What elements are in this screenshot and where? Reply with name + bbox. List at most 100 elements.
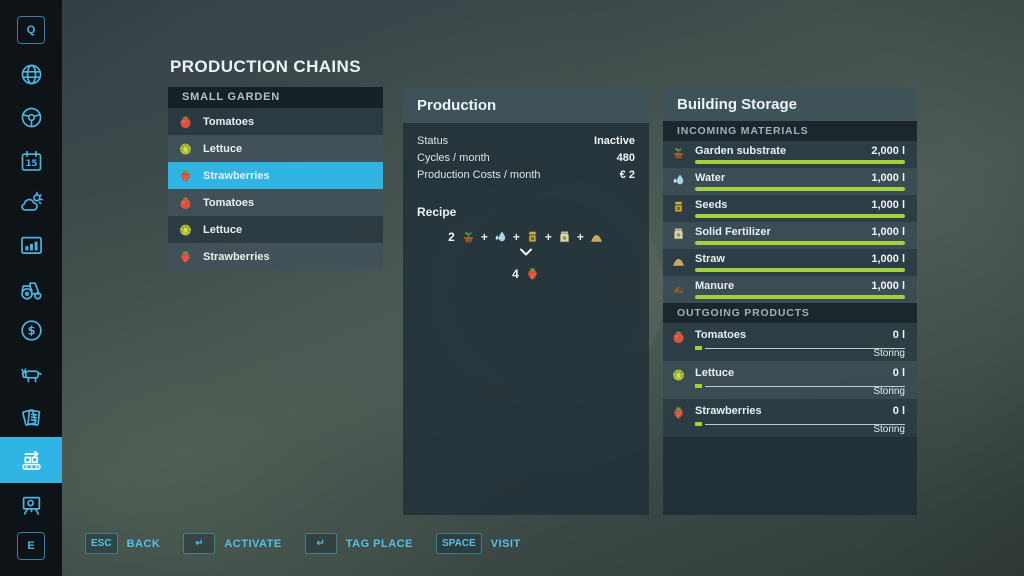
material-label: Manure [695, 280, 735, 292]
fill-level-bar [695, 214, 905, 218]
chain-item-tomatoes[interactable]: Tomatoes [168, 108, 383, 135]
chain-item-lettuce[interactable]: Lettuce [168, 135, 383, 162]
sidebar-item-contracts-icon[interactable] [0, 396, 62, 438]
page-title: PRODUCTION CHAINS [170, 57, 361, 76]
outgoing-products-header: OUTGOING PRODUCTS [663, 303, 917, 323]
stat-value: € 2 [619, 168, 635, 181]
product-status: Storing [873, 386, 905, 397]
outgoing-product-row: Lettuce 0 l Storing [663, 361, 917, 399]
sidebar-item-vehicles-icon[interactable] [0, 268, 62, 310]
sidebar-item-map-icon[interactable] [0, 53, 62, 95]
incoming-material-row: Water 1,000 l [663, 168, 917, 195]
stat-label: Production Costs / month [417, 168, 541, 181]
material-amount: 1,000 l [871, 280, 905, 292]
production-panel-body: Status Inactive Cycles / month 480 Productio… [403, 123, 649, 515]
tomato-icon [180, 115, 191, 129]
plus-sign: + [512, 229, 520, 244]
incoming-material-row: Straw 1,000 l [663, 249, 917, 276]
hint-tag-place[interactable]: ↵ TAG PLACE [304, 533, 413, 554]
chain-item-label: Tomatoes [203, 115, 255, 128]
chains-group-header: SMALL GARDEN [168, 87, 383, 108]
footer-hints: ESC BACK ↵ ACTIVATE ↵ TAG PLACE SPACE VISIT [85, 533, 521, 554]
sidebar-item-animals-icon[interactable] [0, 352, 62, 394]
stat-label: Cycles / month [417, 151, 490, 164]
material-label: Solid Fertilizer [695, 226, 771, 238]
tomato-icon [180, 196, 191, 210]
plus-sign: + [576, 229, 584, 244]
chain-item-lettuce[interactable]: Lettuce [168, 216, 383, 243]
incoming-material-row: Solid Fertilizer 1,000 l [663, 222, 917, 249]
incoming-material-row: Seeds 1,000 l [663, 195, 917, 222]
keycap-esc: ESC [85, 533, 118, 554]
fill-level-bar [695, 346, 702, 350]
product-status: Storing [873, 348, 905, 359]
production-panel: Production Status Inactive Cycles / month 4… [403, 88, 649, 515]
straw-icon [591, 235, 602, 242]
lettuce-icon [673, 369, 684, 381]
lettuce-icon [180, 143, 191, 155]
keycap-e: E [17, 532, 45, 560]
straw-icon [673, 259, 684, 266]
sidebar-item-finances-icon[interactable]: $ [0, 309, 62, 351]
outgoing-product-row: Strawberries 0 l Storing [663, 399, 917, 437]
chain-item-tomatoes[interactable]: Tomatoes [168, 189, 383, 216]
strawberry-icon [181, 169, 190, 182]
seeds-icon [528, 231, 537, 243]
stat-row: Production Costs / month € 2 [417, 166, 635, 183]
seeds-icon [674, 201, 683, 213]
sidebar-item-garage-icon[interactable] [0, 96, 62, 138]
sidebar: Q 15 $ E [0, 0, 62, 576]
fill-level-bar [695, 295, 905, 299]
product-label: Tomatoes [695, 329, 747, 341]
strawberry-icon [181, 250, 190, 263]
hint-label: TAG PLACE [345, 537, 413, 550]
storage-empty-space [663, 437, 917, 515]
material-amount: 2,000 l [871, 145, 905, 157]
strawberries-icon [528, 267, 537, 280]
hint-label: BACK [126, 537, 161, 550]
material-amount: 1,000 l [871, 199, 905, 211]
fill-level-bar [695, 422, 702, 426]
incoming-material-row: Manure 1,000 l [663, 276, 917, 303]
fill-level-bar [695, 268, 905, 272]
keycap-q: Q [17, 16, 45, 44]
hint-back[interactable]: ESC BACK [85, 533, 160, 554]
hint-activate[interactable]: ↵ ACTIVATE [183, 533, 281, 554]
sidebar-item-keycap-e[interactable]: E [0, 525, 62, 567]
keycap-space: SPACE [435, 533, 482, 554]
svg-text:$: $ [27, 324, 35, 337]
chain-item-label: Strawberries [203, 250, 270, 263]
chain-item-strawberries[interactable]: Strawberries [168, 162, 383, 189]
hint-visit[interactable]: SPACE VISIT [435, 533, 521, 554]
production-stats: Status Inactive Cycles / month 480 Productio… [403, 123, 649, 183]
manure-icon [673, 286, 684, 293]
material-label: Seeds [695, 199, 728, 211]
product-label: Lettuce [695, 367, 735, 379]
fill-level-track [705, 347, 905, 349]
fill-level-bar [695, 384, 702, 388]
stat-value: Inactive [594, 134, 635, 147]
stat-row: Status Inactive [417, 132, 635, 149]
sidebar-item-placeables-icon[interactable] [0, 484, 62, 526]
fill-level-bar [695, 160, 905, 164]
product-amount: 0 l [892, 367, 905, 379]
recipe-output: 4 [403, 266, 649, 281]
material-amount: 1,000 l [871, 253, 905, 265]
building-storage-panel: Building Storage INCOMING MATERIALS Gard… [663, 88, 917, 515]
sidebar-item-keycap-q[interactable]: Q [0, 9, 62, 51]
fill-level-track [705, 423, 905, 425]
outgoing-product-row: Tomatoes 0 l Storing [663, 323, 917, 361]
sidebar-item-weather-icon[interactable] [0, 181, 62, 223]
production-panel-header: Production [403, 88, 649, 123]
sidebar-item-production-chains-icon[interactable] [0, 437, 62, 483]
svg-text:15: 15 [25, 157, 37, 167]
product-status: Storing [873, 424, 905, 435]
chain-item-label: Tomatoes [203, 196, 255, 209]
sidebar-item-statistics-icon[interactable] [0, 224, 62, 266]
sidebar-item-calendar-icon[interactable]: 15 [0, 140, 62, 182]
keycap-↵: ↵ [183, 533, 216, 554]
chain-item-strawberries[interactable]: Strawberries [168, 243, 383, 270]
recipe-qty: 2 [448, 229, 455, 244]
stat-label: Status [417, 134, 449, 147]
